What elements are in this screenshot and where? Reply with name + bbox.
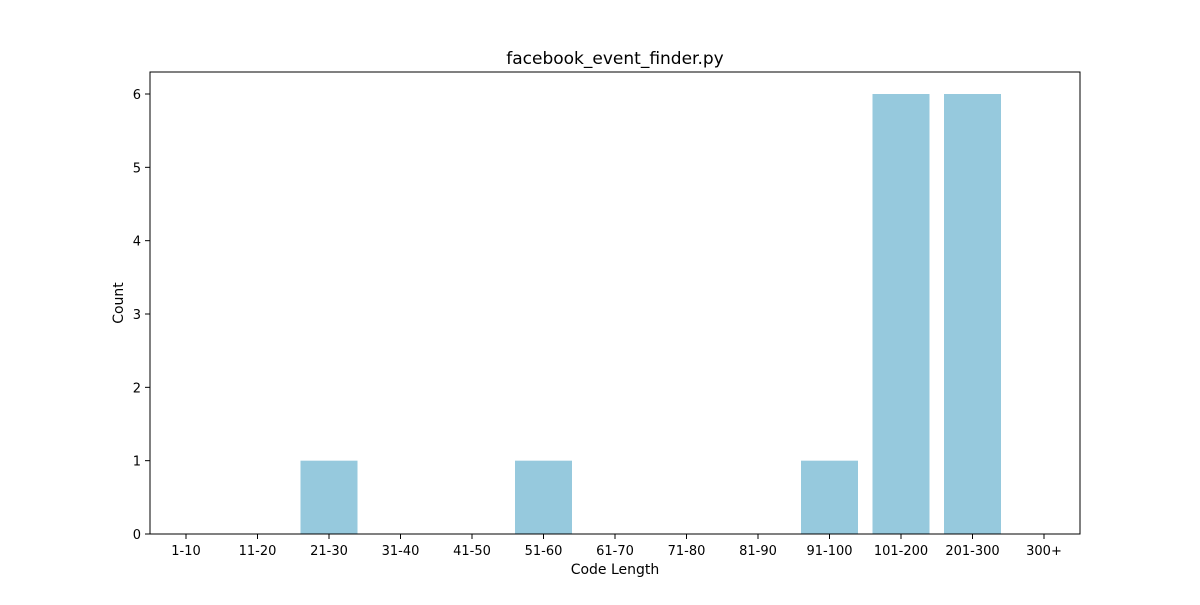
plot-frame bbox=[149, 71, 1081, 535]
x-axis: 1-10 11-20 21-30 31-40 41-50 51-60 61-70 71-80 8… bbox=[171, 534, 1062, 559]
x-tick-label: 91-100 bbox=[806, 544, 852, 559]
x-tick-label: 81-90 bbox=[739, 544, 777, 559]
x-tick-label: 300+ bbox=[1026, 544, 1062, 559]
x-axis-label: Code Length bbox=[571, 562, 660, 578]
x-tick-label: 61-70 bbox=[596, 544, 634, 559]
x-tick-label: 31-40 bbox=[382, 544, 420, 559]
y-tick-label: 6 bbox=[133, 88, 141, 103]
x-tick-label: 101-200 bbox=[874, 544, 928, 559]
y-tick-label: 1 bbox=[133, 455, 141, 470]
x-tick-label: 201-300 bbox=[945, 544, 999, 559]
x-tick-label: 51-60 bbox=[525, 544, 563, 559]
y-axis: 0 1 2 3 4 5 6 bbox=[133, 88, 150, 543]
x-tick-label: 41-50 bbox=[453, 544, 491, 559]
bar-91-100 bbox=[801, 460, 858, 534]
y-tick-label: 4 bbox=[133, 235, 141, 250]
bar-101-200 bbox=[872, 94, 930, 534]
bars-group bbox=[300, 94, 1001, 534]
bar-21-30 bbox=[300, 460, 358, 534]
y-tick-label: 5 bbox=[133, 161, 141, 176]
x-tick-label: 11-20 bbox=[239, 544, 277, 559]
y-axis-label: Count bbox=[111, 282, 127, 324]
x-tick-label: 1-10 bbox=[171, 544, 201, 559]
y-tick-label: 3 bbox=[133, 308, 141, 323]
bar-51-60 bbox=[515, 460, 572, 534]
y-tick-label: 0 bbox=[133, 528, 141, 543]
y-tick-label: 2 bbox=[133, 381, 141, 396]
x-tick-label: 71-80 bbox=[668, 544, 706, 559]
x-tick-label: 21-30 bbox=[310, 544, 348, 559]
chart-title: facebook_event_finder.py bbox=[506, 49, 723, 69]
bar-201-300 bbox=[944, 94, 1001, 534]
